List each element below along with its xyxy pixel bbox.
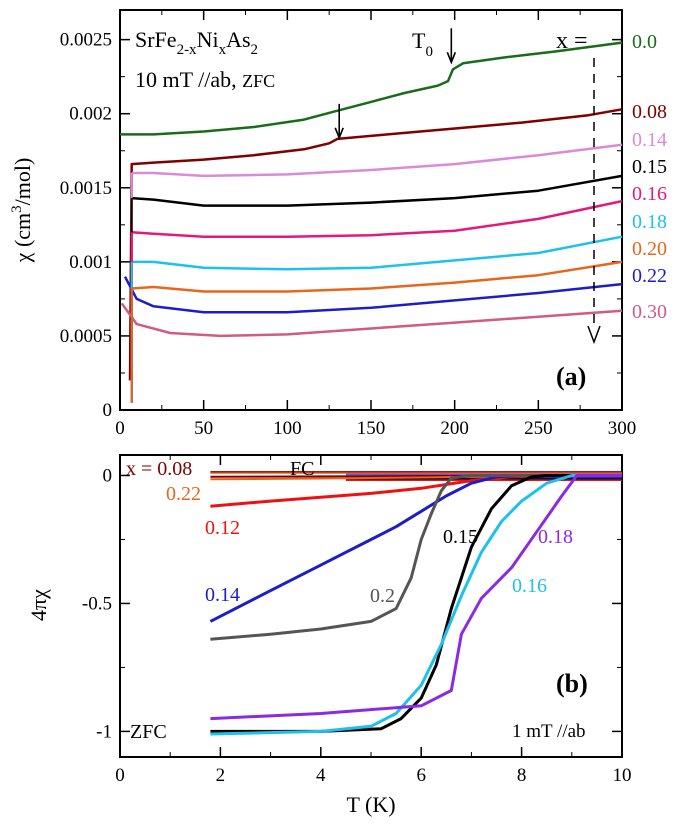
zfc-line-5 (210, 474, 622, 733)
zfc-label-4: 0.2 (370, 585, 395, 607)
panel-a-ticks: 0 50 100 150 200 250 300 0 0.0005 0.001 0.0015 0.00… (60, 10, 637, 439)
panel-a-series (120, 41, 623, 403)
field-label: 1 mT //ab (512, 721, 586, 742)
panel-a-xtick-label: 0 (115, 418, 125, 439)
panel-b-xlabel: T (K) (346, 792, 395, 817)
panel-b-xtick-label: 4 (316, 765, 326, 786)
zfc-label-6: 0.16 (512, 575, 547, 597)
legend-title: x = (556, 28, 588, 54)
series-label-x-0-14: 0.14 (632, 129, 667, 151)
series-label-x-0-16: 0.16 (632, 183, 667, 205)
panel-b-ytick-label: -0.5 (82, 593, 112, 614)
panel-a-ylabel: χ (cm3/mol) (9, 158, 35, 264)
panel-a-series-labels: 0.0 0.08 0.14 0.15 0.16 0.18 0.20 0.22 0.30 (632, 31, 667, 323)
panel-a-formula: SrFe2-xNixAs2 (135, 27, 258, 58)
zfc-label-5: 0.15 (443, 526, 478, 548)
panel-b-xtick-label: 8 (517, 765, 527, 786)
panel-b: 0 2 4 6 8 10 0 -0.5 -1 x = 0.08 0.220.12 0.14 0.2 0.… (26, 454, 632, 817)
series-line-x-0-14 (131, 143, 623, 178)
panel-b-ticks: 0 2 4 6 8 10 0 -0.5 -1 (82, 455, 632, 786)
series-label-x-0-15: 0.15 (632, 156, 667, 178)
t0-label: T0 (412, 28, 433, 60)
panel-a-field: 10 mT //ab, ZFC (135, 67, 275, 92)
zfc-label-2: 0.12 (205, 517, 240, 539)
panel-a-xtick-label: 300 (608, 418, 637, 439)
panel-b-ytick-label: 0 (103, 465, 113, 486)
panel-b-ytick-label: -1 (96, 721, 112, 742)
panel-a-ytick-label: 0.0025 (60, 30, 112, 51)
zfc-label: ZFC (130, 721, 167, 743)
panel-b-series (209, 471, 623, 736)
panel-a-xtick-label: 200 (440, 418, 469, 439)
panel-a-xtick-label: 250 (524, 418, 553, 439)
series-line-x-0-22 (123, 276, 623, 314)
panel-b-label: (b) (556, 669, 588, 698)
series-label-x-0-18: 0.18 (632, 211, 667, 233)
series-line-x-0-08 (128, 108, 623, 381)
panel-a-xtick-label: 100 (273, 418, 302, 439)
series-label-x-0-08: 0.08 (632, 101, 667, 123)
panel-b-xtick-label: 10 (613, 765, 632, 786)
zfc-line-6 (210, 474, 622, 736)
panel-b-xtick-label: 6 (416, 765, 426, 786)
panel-b-series-labels: x = 0.08 0.220.12 0.14 0.2 0.15 0.16 0.18 (126, 458, 573, 607)
zfc-label-0: x = 0.08 (126, 458, 192, 480)
series-label-x-0-0: 0.0 (632, 31, 657, 53)
zfc-line-7 (210, 474, 622, 721)
series-line-x-0-15 (131, 174, 623, 207)
series-label-x-0-30: 0.30 (632, 301, 667, 323)
series-line-x-0-20 (131, 260, 623, 293)
zfc-label-3: 0.14 (205, 584, 240, 606)
panel-a-xtick-label: 150 (357, 418, 386, 439)
panel-a-xtick-label: 50 (194, 418, 213, 439)
legend-arrow-head (587, 325, 601, 345)
panel-b-xtick-label: 2 (216, 765, 226, 786)
series-label-x-0-20: 0.20 (632, 238, 667, 260)
zfc-label-1: 0.22 (166, 483, 201, 505)
series-line-x-0-30 (120, 302, 623, 338)
panel-a-ytick-label: 0 (103, 400, 113, 421)
series-label-x-0-22: 0.22 (632, 265, 667, 287)
panel-b-xtick-label: 0 (115, 765, 125, 786)
transition-arrow-head (446, 51, 457, 65)
fc-label: FC (290, 458, 314, 480)
transition-arrow-head (334, 127, 344, 141)
panel-a-ytick-label: 0.001 (69, 252, 112, 273)
panel-a: 0 50 100 150 200 250 30000.00050.0010.00150.00… (9, 9, 667, 439)
transition-arrows (334, 28, 457, 141)
panel-a-ytick-label: 0.0005 (60, 326, 112, 347)
series-line-x-0-0 (120, 41, 623, 136)
zfc-line-4 (210, 474, 622, 641)
series-line-x-0-18 (131, 235, 623, 271)
series-line-x-0-16 (131, 199, 623, 238)
panel-b-ylabel: 4πχ (26, 589, 51, 621)
zfc-label-7: 0.18 (538, 526, 573, 548)
panel-a-ytick-label: 0.002 (69, 104, 112, 125)
panel-a-label: (a) (556, 362, 586, 391)
panel-a-ytick-label: 0.0015 (60, 178, 112, 199)
